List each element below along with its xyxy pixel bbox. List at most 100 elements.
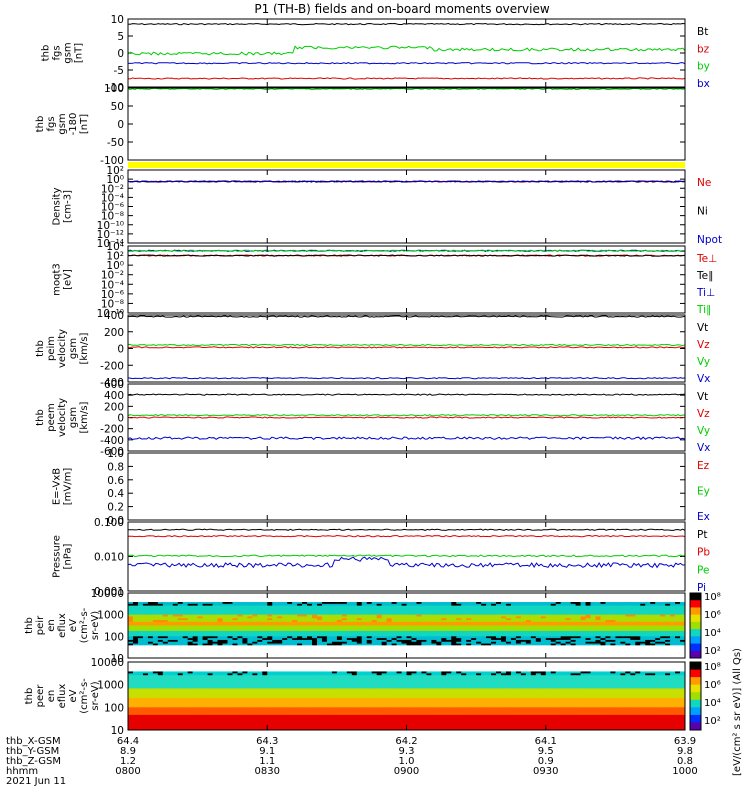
heatmap-cell (505, 652, 512, 655)
heatmap-cell (466, 662, 472, 665)
heatmap-cell (520, 629, 527, 632)
heatmap-cell (545, 669, 552, 672)
heatmap-cell (197, 667, 204, 671)
heatmap-cell (341, 618, 348, 621)
heatmap-cell (500, 616, 507, 619)
heatmap-cell (545, 623, 552, 626)
heatmap-cell (207, 629, 214, 632)
heatmap-cell (560, 669, 567, 672)
heatmap-cell (257, 656, 263, 658)
heatmap-cell (505, 645, 512, 648)
heatmap-cell (565, 665, 572, 669)
heatmap-cell (157, 669, 164, 672)
heatmap-cell (267, 634, 273, 637)
heatmap-cell (217, 612, 223, 616)
heatmap-cell (182, 641, 189, 645)
heatmap-cell (277, 600, 283, 603)
heatmap-cell (391, 621, 398, 625)
heatmap-cell (356, 605, 363, 608)
heatmap-cell (491, 603, 497, 607)
heatmap-cell (610, 639, 616, 643)
heatmap-cell (356, 634, 363, 637)
heatmap-cell (326, 596, 333, 599)
heatmap-cell (391, 648, 398, 652)
heatmap-cell (197, 616, 204, 619)
heatmap-cell (411, 665, 417, 669)
heatmap-cell (212, 607, 219, 610)
heatmap-cell (580, 665, 587, 669)
heatmap-cell (595, 656, 601, 658)
heatmap-cell (351, 667, 358, 671)
heatmap-cell (505, 627, 512, 630)
heatmap-cell (466, 650, 472, 654)
heatmap-cell (252, 616, 258, 619)
heatmap-cell (361, 605, 368, 608)
heatmap-cell (451, 618, 457, 621)
heatmap-cell (560, 598, 567, 601)
heatmap-cell (565, 647, 572, 650)
heatmap-cell (660, 618, 666, 621)
heatmap-cell (456, 667, 462, 671)
heatmap-cell (565, 639, 572, 643)
heatmap-cell (162, 593, 169, 596)
heatmap-cell (262, 603, 268, 607)
heatmap-cell (461, 602, 467, 605)
heatmap-cell (675, 643, 681, 646)
heatmap-cell (222, 627, 228, 630)
heatmap-cell (326, 611, 333, 614)
heatmap-cell (545, 594, 552, 598)
heatmap-cell (162, 621, 169, 625)
heatmap-cell (356, 627, 363, 630)
heatmap-cell (436, 634, 442, 637)
heatmap-cell (461, 648, 467, 652)
heatmap-cell (282, 665, 288, 669)
heatmap-cell (287, 641, 293, 645)
heatmap-cell (585, 625, 592, 628)
heatmap-cell (426, 650, 432, 654)
ylabel-line: eV (68, 689, 79, 702)
heatmap-cell (297, 603, 303, 607)
heatmap-cell (471, 636, 477, 639)
heatmap-cell (510, 662, 517, 665)
heatmap-cell (376, 627, 383, 630)
heatmap-cell (351, 625, 358, 628)
heatmap-cell (272, 634, 278, 637)
heatmap-cell (625, 596, 631, 599)
heatmap-cell (436, 667, 442, 671)
heatmap-cell (570, 669, 577, 672)
heatmap-cell (416, 625, 422, 628)
heatmap-cell (406, 593, 412, 596)
heatmap-cell (500, 600, 507, 603)
heatmap-cell (550, 603, 557, 607)
heatmap-cell (655, 598, 661, 601)
heatmap-cell (411, 663, 417, 667)
heatmap-cell (640, 605, 646, 608)
heatmap-cell (376, 612, 383, 616)
heatmap-cell (630, 662, 636, 665)
legend-Npot: Npot (697, 234, 722, 246)
heatmap-cell (152, 663, 159, 667)
heatmap-cell (675, 627, 681, 630)
heatmap-cell (610, 596, 616, 599)
heatmap-cell (625, 620, 631, 623)
heatmap-cell (356, 616, 363, 619)
heatmap-cell (152, 620, 159, 623)
heatmap-cell (680, 636, 685, 639)
heatmap-cell (665, 641, 671, 645)
heatmap-cell (336, 602, 343, 605)
ylabel-line: Pressure (52, 535, 63, 578)
heatmap-cell (346, 636, 353, 639)
heatmap-cell (620, 618, 626, 621)
heatmap-cell (476, 612, 482, 616)
heatmap-cell (272, 603, 278, 607)
heatmap-cell (162, 665, 169, 669)
heatmap-cell (152, 662, 159, 665)
heatmap-cell (515, 623, 522, 626)
heatmap-cell (620, 634, 626, 637)
heatmap-cell (635, 662, 641, 665)
heatmap-cell (232, 629, 238, 632)
heatmap-cell (466, 623, 472, 626)
heatmap-cell (645, 652, 651, 655)
heatmap-cell (595, 667, 601, 671)
heatmap-cell (237, 603, 243, 607)
